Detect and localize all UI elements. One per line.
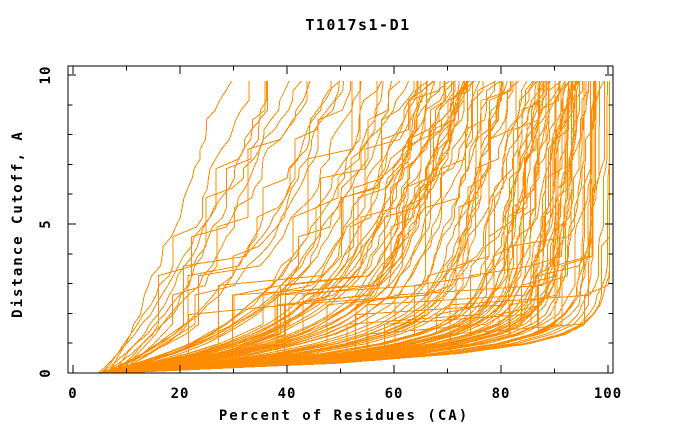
model-curve: [104, 80, 566, 374]
model-curve: [117, 81, 544, 374]
model-curve: [112, 81, 576, 374]
x-tick-label: 20: [171, 386, 190, 402]
model-curve: [101, 80, 302, 374]
model-curve: [110, 81, 351, 374]
model-curve: [116, 80, 508, 374]
x-tick-label: 60: [385, 386, 404, 402]
model-curve: [97, 80, 561, 374]
model-curve: [109, 81, 427, 374]
model-curve: [98, 81, 573, 374]
model-curve: [101, 81, 595, 374]
model-curve: [100, 81, 250, 374]
x-tick-label: 100: [594, 386, 622, 402]
model-curves-layer: [97, 80, 611, 374]
model-curve: [112, 81, 514, 374]
model-curve: [100, 80, 362, 374]
model-curve: [114, 81, 596, 374]
model-curve: [100, 80, 464, 374]
model-curve: [114, 80, 290, 374]
model-curve: [99, 80, 578, 374]
model-curve: [113, 81, 544, 374]
model-curve: [105, 80, 551, 374]
x-axis-title: Percent of Residues (CA): [219, 408, 469, 424]
model-curve: [106, 80, 401, 374]
model-curve: [108, 81, 606, 374]
y-tick-label: 5: [38, 219, 54, 228]
model-curve: [109, 81, 591, 374]
model-curve: [118, 80, 534, 374]
model-curve: [104, 81, 584, 374]
y-tick-label: 10: [38, 66, 54, 85]
model-curve: [113, 81, 419, 374]
model-curve: [110, 80, 436, 374]
model-curve: [98, 80, 410, 374]
model-curve: [106, 81, 469, 374]
model-curve: [97, 80, 470, 374]
model-curve: [110, 81, 580, 374]
model-curve: [117, 80, 311, 374]
model-curve: [117, 80, 476, 374]
tick-labels-layer: 0 20 40 60 80 100 0 5 10: [38, 66, 622, 402]
model-curve: [114, 80, 581, 374]
model-curve: [103, 80, 383, 374]
model-curve: [98, 80, 573, 374]
model-curve: [118, 81, 445, 374]
model-curve: [110, 81, 268, 374]
model-curve: [108, 81, 597, 374]
y-axis-title: Distance Cutoff, A: [10, 130, 26, 318]
model-curve: [101, 80, 481, 374]
model-curve: [112, 81, 561, 374]
model-curve: [97, 80, 460, 374]
model-curve: [103, 81, 611, 374]
model-curve: [117, 81, 268, 374]
model-curve: [105, 81, 560, 374]
model-curve: [107, 80, 566, 374]
model-curve: [115, 81, 361, 374]
model-curve: [107, 80, 341, 374]
axes-frame: [67, 65, 614, 374]
model-curve: [113, 81, 495, 374]
model-curve: [100, 81, 573, 374]
model-curve: [103, 80, 340, 374]
model-curve: [99, 80, 450, 374]
model-curve: [115, 81, 590, 374]
model-curve: [107, 80, 435, 374]
model-curve: [115, 80, 546, 374]
model-curve: [109, 80, 422, 374]
model-curve: [112, 80, 501, 374]
model-curve: [100, 80, 570, 374]
model-curve: [103, 80, 571, 374]
x-tick-label: 40: [278, 386, 297, 402]
model-curve: [109, 81, 589, 374]
model-curve: [109, 81, 609, 374]
model-curve: [108, 80, 497, 374]
x-tick-label: 0: [68, 386, 77, 402]
model-curve: [98, 81, 266, 374]
model-curve: [114, 80, 520, 374]
model-curve: [109, 81, 502, 374]
model-curve: [110, 81, 517, 374]
model-curve: [109, 80, 434, 374]
model-curve: [112, 80, 528, 374]
model-curve: [111, 80, 393, 374]
model-curve: [107, 80, 474, 374]
model-curve: [107, 81, 473, 374]
model-curve: [104, 80, 429, 374]
model-curve: [104, 81, 465, 374]
model-curve: [117, 81, 600, 374]
chart-title: T1017s1-D1: [305, 16, 410, 34]
x-tick-label: 80: [492, 386, 511, 402]
model-curve: [100, 80, 537, 374]
y-tick-label: 0: [38, 368, 54, 377]
model-curve: [115, 81, 415, 374]
model-curve: [108, 80, 232, 374]
